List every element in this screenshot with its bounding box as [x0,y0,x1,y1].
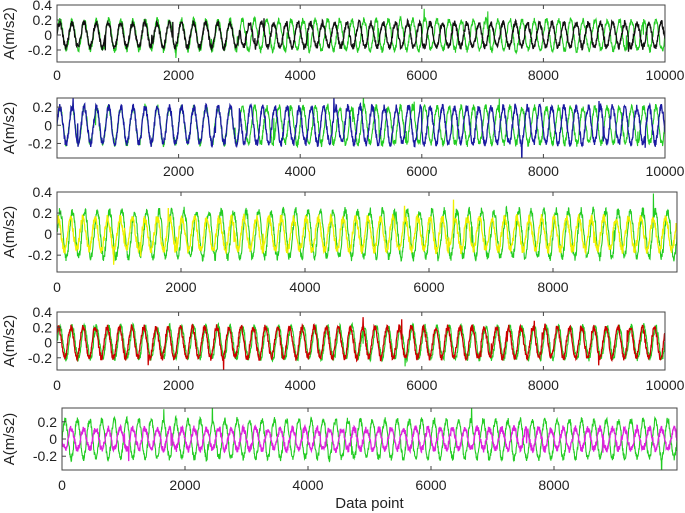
axes-box [56,97,666,159]
series-line-2 [62,423,677,462]
y-tick-label: 0.2 [33,205,53,221]
y-axis-label: A(m/s2) [1,413,18,466]
x-tick-label: 2000 [163,377,194,393]
y-axis-label: A(m/s2) [1,206,18,259]
x-tick-label: 4000 [285,67,316,83]
y-tick-label: -0.2 [33,448,57,464]
y-tick-label: 0.4 [33,184,53,200]
x-tick-label: 2000 [169,477,200,493]
y-tick-label: 0 [44,226,52,242]
x-tick-label: 6000 [406,67,437,83]
y-tick-label: 0.2 [33,319,53,335]
y-tick-label: 0.4 [33,304,53,320]
series-line-2 [57,17,665,52]
axes-box [56,4,666,63]
y-tick-label: 0 [44,335,52,351]
x-tick-label: 4000 [285,377,316,393]
y-tick-label: -0.2 [28,135,52,151]
x-tick-label: 4000 [292,477,323,493]
y-tick-label: 0.2 [33,12,53,28]
series-line-2 [57,317,665,370]
x-tick-label: 6000 [406,377,437,393]
subplot-2: 2000 4000 6000 8000 10000 0.2 0 -0.2 A(m/s2) [1,97,685,179]
y-axis-label: A(m/s2) [1,315,18,368]
series-line-1 [62,408,677,470]
x-tick-label: 8000 [537,279,568,295]
x-tick-label: 2000 [165,279,196,295]
y-tick-label: -0.2 [28,350,52,366]
x-tick-label: 0 [53,67,61,83]
y-axis-label: A(m/s2) [1,7,18,60]
x-tick-label: 4000 [289,279,320,295]
y-tick-label: 0 [44,117,52,133]
axes-box [56,311,666,371]
x-tick-label: 10000 [646,163,685,179]
y-tick-label: -0.2 [28,247,52,263]
x-tick-label: 6000 [413,279,444,295]
x-tick-label: 0 [53,279,61,295]
y-tick-label: 0.2 [33,99,53,115]
y-tick-label: 0 [44,27,52,43]
axes-box [56,191,678,273]
x-tick-label: 4000 [285,163,316,179]
x-tick-label: 8000 [528,377,559,393]
x-tick-label: 8000 [538,477,569,493]
series-line-2 [57,199,677,265]
x-tick-label: 0 [53,377,61,393]
x-tick-label: 8000 [528,163,559,179]
y-tick-label: 0.2 [38,414,58,430]
x-tick-label: 2000 [163,163,194,179]
x-tick-label: 2000 [163,67,194,83]
y-tick-label: -0.2 [28,42,52,58]
x-tick-label: 8000 [528,67,559,83]
y-tick-label: 0.4 [33,0,53,13]
x-tick-label: 10000 [646,377,685,393]
x-tick-label: 0 [58,477,66,493]
x-tick-label: 6000 [406,163,437,179]
x-tick-label: 6000 [415,477,446,493]
y-axis-label: A(m/s2) [1,102,18,155]
x-axis-label: Data point [335,495,404,512]
y-tick-label: 0 [49,431,57,447]
x-tick-label: 10000 [646,67,685,83]
series-line-2 [57,98,665,158]
series-line-1 [57,193,677,263]
